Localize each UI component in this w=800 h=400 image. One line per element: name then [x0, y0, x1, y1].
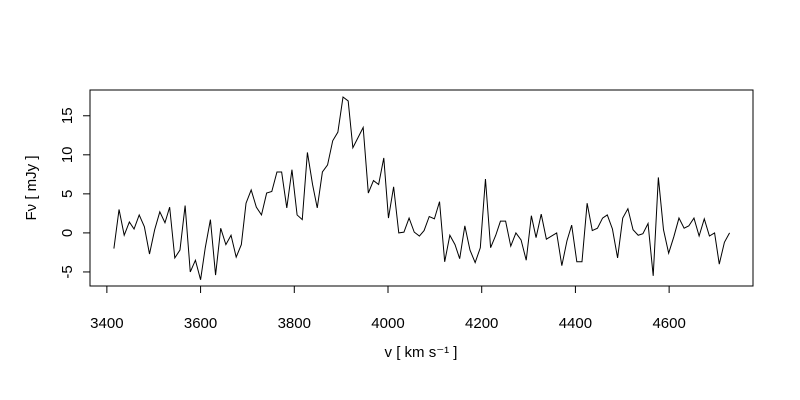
x-tick-label: 4600 [652, 315, 685, 332]
x-tick-label: 4000 [371, 315, 404, 332]
y-tick-label: 5 [59, 190, 76, 198]
x-tick-label: 4200 [465, 315, 498, 332]
spectrum-line [113, 96, 731, 280]
x-tick-label: 3400 [90, 315, 123, 332]
x-tick-label: 3800 [278, 315, 311, 332]
y-axis-label: Fν [ mJy ] [23, 156, 40, 221]
x-axis-label: v [ km s⁻¹ ] [385, 344, 458, 361]
y-tick-label: -5 [59, 265, 76, 278]
y-tick-label: 15 [59, 107, 76, 124]
x-tick-label: 3600 [184, 315, 217, 332]
x-tick-label: 4400 [559, 315, 592, 332]
y-tick-label: 0 [59, 229, 76, 237]
y-tick-label: 10 [59, 146, 76, 163]
plot-frame [89, 89, 754, 287]
